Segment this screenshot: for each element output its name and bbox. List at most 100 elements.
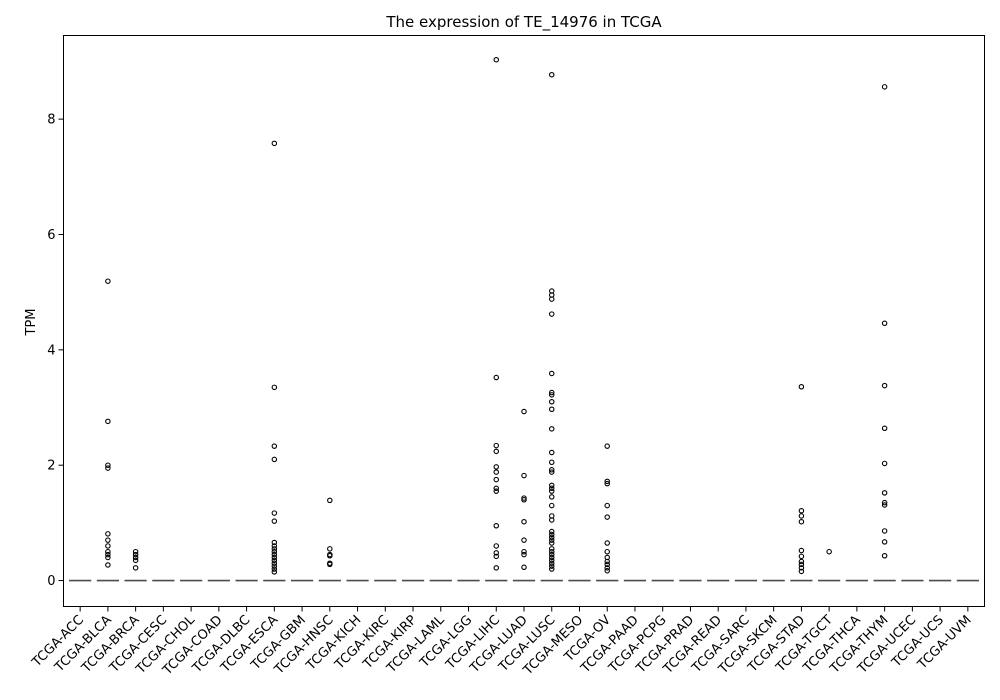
outlier-point [271, 456, 278, 463]
outlier-point [604, 502, 610, 509]
outlier-point [604, 558, 610, 565]
outlier-point [105, 548, 111, 555]
outlier-point [271, 563, 278, 569]
outlier-point [548, 566, 555, 572]
outlier-point [548, 406, 555, 412]
outlier-point [881, 499, 888, 506]
outlier-point [493, 56, 500, 63]
outlier-point [132, 565, 139, 571]
outlier-point [548, 488, 555, 494]
outlier-point [548, 537, 555, 543]
outlier-point [798, 553, 805, 560]
outlier-point [881, 552, 888, 559]
outlier-point [604, 443, 610, 449]
outlier-point [548, 449, 555, 456]
outlier-point [521, 551, 527, 558]
outlier-point [132, 551, 139, 558]
outlier-point [105, 418, 111, 425]
outlier-point [881, 539, 888, 545]
outlier-point [548, 71, 555, 78]
plot-frame [63, 35, 985, 607]
outlier-point [271, 569, 278, 575]
outlier-point [271, 546, 278, 552]
outlier-point [105, 462, 111, 468]
outlier-point [604, 565, 610, 571]
outlier-point [798, 384, 805, 390]
outlier-point [798, 561, 805, 568]
outlier-point [105, 554, 111, 561]
outlier-point [548, 459, 555, 466]
outlier-point [548, 560, 555, 566]
outlier-point [521, 472, 527, 479]
outlier-point [132, 548, 139, 555]
outlier-point [881, 490, 888, 496]
outlier-point [327, 552, 333, 559]
outlier-point [132, 557, 139, 564]
outlier-point [881, 460, 888, 467]
outlier-point [548, 563, 555, 569]
outlier-point [548, 467, 555, 473]
outlier-point [271, 443, 278, 449]
outlier-point [493, 485, 500, 492]
outlier-point [271, 510, 278, 516]
outlier-point [604, 561, 610, 568]
outlier-point [105, 551, 111, 558]
outlier-point [493, 448, 500, 455]
outlier-point [105, 537, 111, 543]
outlier-point [105, 278, 111, 284]
outlier-point [271, 557, 278, 564]
outlier-point [493, 523, 500, 529]
outlier-point [271, 551, 278, 558]
outlier-point [271, 560, 278, 566]
outlier-point [132, 554, 139, 561]
outlier-point [604, 478, 610, 485]
outlier-point [105, 543, 111, 549]
outlier-point [521, 548, 527, 555]
outlier-point [493, 374, 500, 381]
outlier-point [798, 518, 805, 525]
outlier-point [271, 554, 278, 561]
outlier-point [548, 392, 555, 398]
outlier-point [548, 502, 555, 509]
y-tick-label: 4 [47, 343, 55, 358]
outlier-point [548, 494, 555, 500]
outlier-point [271, 539, 278, 546]
outlier-point [548, 370, 555, 377]
outlier-point [548, 517, 555, 523]
outlier-point [604, 548, 610, 555]
outlier-point [493, 565, 500, 571]
outlier-point [548, 528, 555, 535]
outlier-point [105, 465, 111, 471]
outlier-point [548, 557, 555, 564]
y-tick-label: 8 [47, 113, 55, 128]
outlier-point [548, 531, 555, 538]
outlier-point [798, 547, 805, 554]
outlier-point [327, 497, 333, 504]
outlier-point [271, 140, 278, 147]
outlier-point [521, 518, 527, 525]
y-tick-label: 0 [47, 574, 55, 589]
outlier-point [798, 508, 805, 514]
outlier-point [493, 464, 500, 470]
outlier-point [881, 320, 888, 327]
outlier-point [493, 550, 500, 556]
outlier-point [881, 502, 888, 508]
outlier-point [604, 540, 610, 546]
chart-title: The expression of TE_14976 in TCGA [385, 13, 662, 32]
plot-area: 02468TCGA-ACCTCGA-BLCATCGA-BRCATCGA-CESC… [29, 56, 979, 679]
outlier-point [798, 568, 805, 575]
outlier-point [548, 546, 555, 552]
outlier-point [493, 476, 500, 483]
outlier-point [493, 469, 500, 475]
y-tick-label: 2 [47, 459, 55, 474]
outlier-point [604, 514, 610, 520]
outlier-point [493, 543, 500, 549]
outlier-point [548, 554, 555, 561]
outlier-point [105, 531, 111, 537]
outlier-point [271, 543, 278, 549]
y-tick-label: 6 [47, 228, 55, 243]
outlier-point [327, 546, 333, 552]
outlier-point [881, 84, 888, 90]
outlier-point [798, 558, 805, 565]
